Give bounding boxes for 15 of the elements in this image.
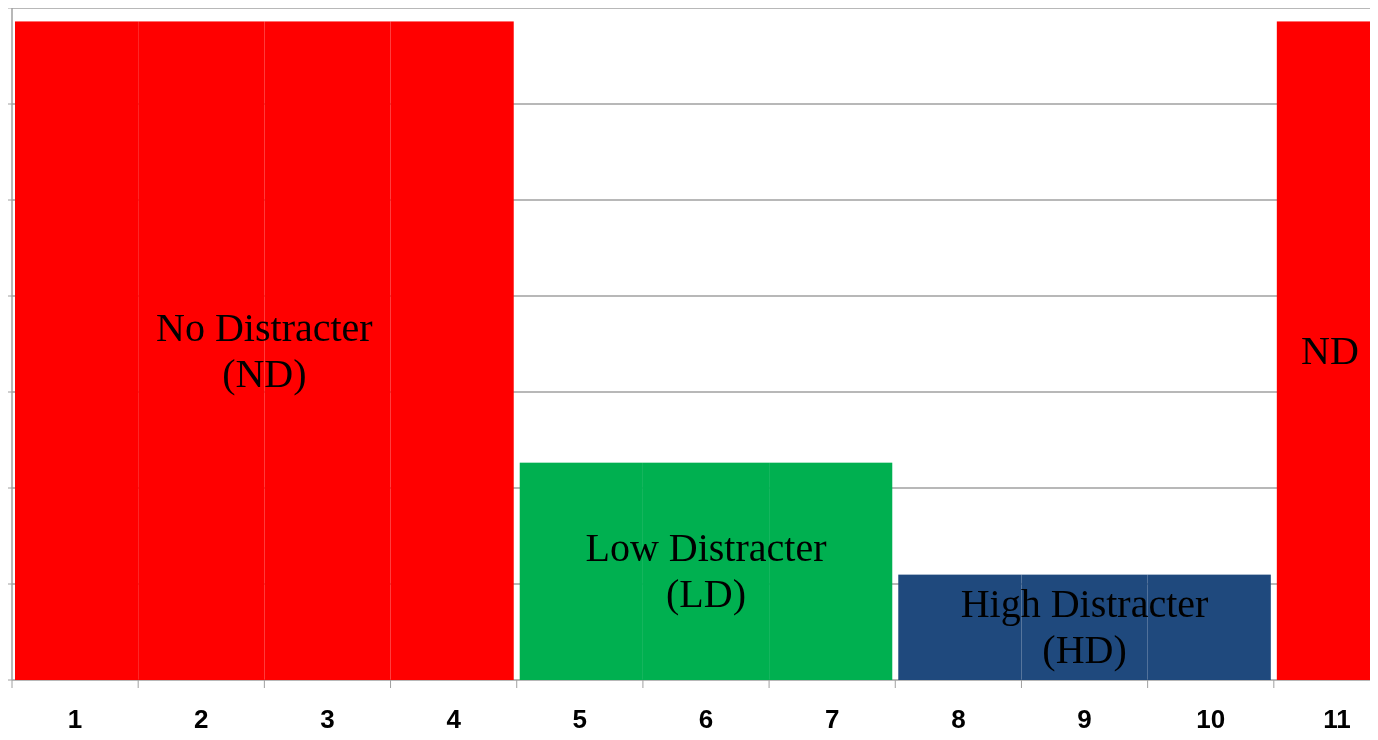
annotation: No Distracter (ND) — [156, 304, 373, 396]
x-tick-label: 2 — [194, 704, 209, 734]
x-tick-label: 7 — [824, 704, 840, 734]
x-tick-label: 5 — [572, 704, 588, 734]
x-tick-label: 1 — [67, 704, 83, 734]
x-tick-label: 8 — [951, 704, 966, 734]
x-tick-label: 9 — [1077, 704, 1092, 734]
x-tick-label: 10 — [1196, 704, 1226, 734]
x-tick-label: 4 — [446, 704, 462, 734]
annotation: ND — [1301, 327, 1359, 373]
x-tick-label: 3 — [320, 704, 335, 734]
x-tick-label: 11 — [1323, 704, 1351, 734]
annotation: High Distracter (HD) — [960, 581, 1209, 673]
annotation: Low Distracter (LD) — [585, 525, 827, 617]
x-tick-label: 6 — [698, 704, 714, 734]
